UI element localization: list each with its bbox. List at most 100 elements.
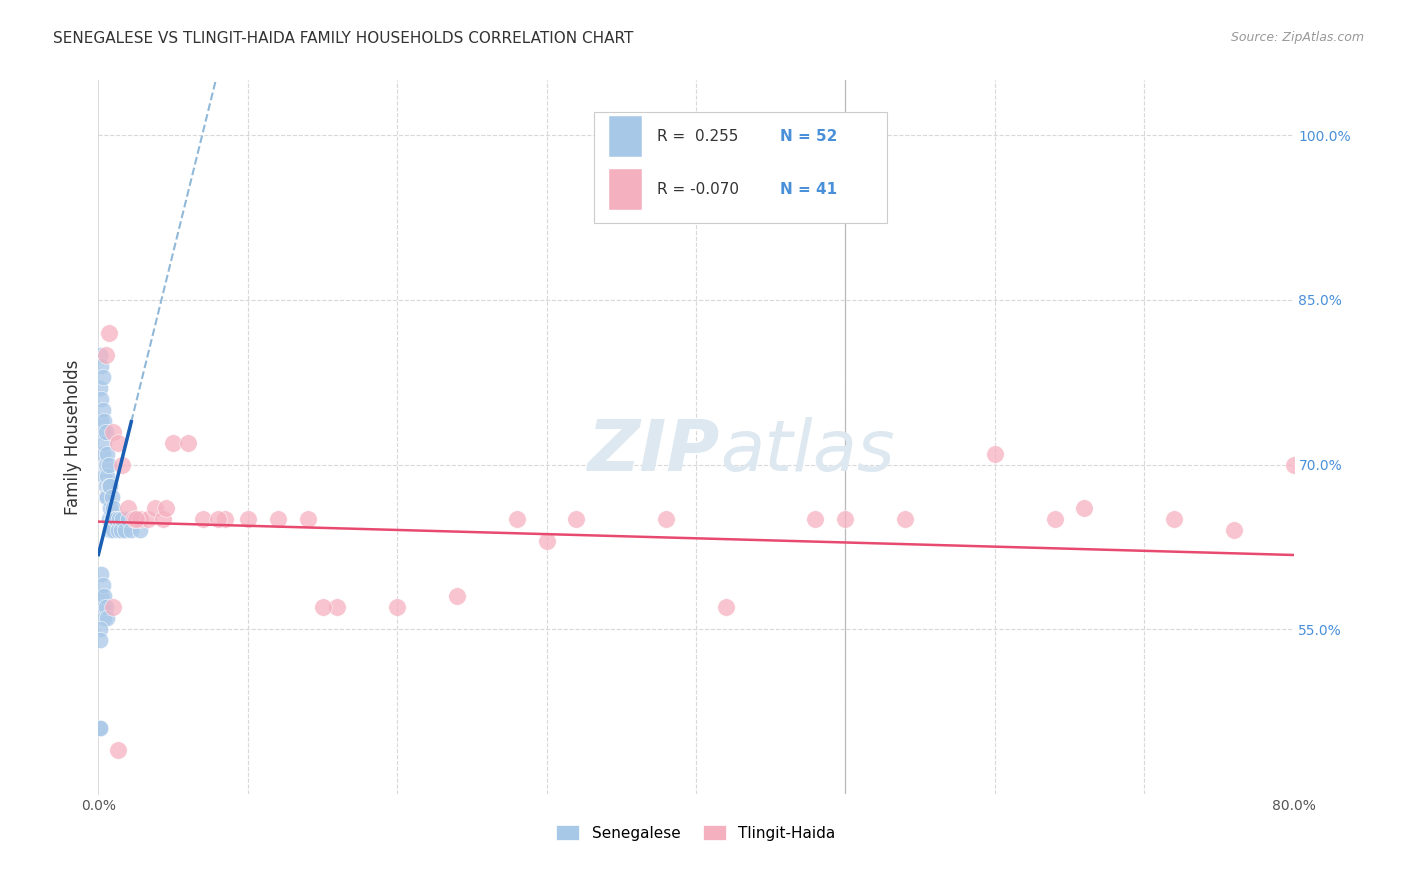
Point [207,512,229,526]
Point [93,611,115,625]
Point [536,534,558,549]
Point [214,512,236,526]
Point [107,743,129,757]
Point [91,446,114,460]
Point [152,512,174,526]
Text: R =  0.255: R = 0.255 [657,128,738,144]
Point [297,512,319,526]
Point [89,633,111,648]
Point [97,326,120,340]
Point [834,512,856,526]
Point [129,524,152,538]
FancyBboxPatch shape [609,116,643,157]
Point [94,600,117,615]
Point [103,600,125,615]
Point [1282,458,1305,472]
Point [177,435,200,450]
Point [107,524,129,538]
Text: N = 41: N = 41 [779,182,837,197]
Point [94,491,117,505]
Point [117,501,139,516]
Point [162,435,184,450]
Point [446,589,468,603]
Point [103,425,125,439]
Point [91,600,114,615]
Point [90,392,112,406]
Point [96,491,118,505]
Point [94,425,117,439]
Point [129,512,152,526]
Point [236,512,259,526]
Text: SENEGALESE VS TLINGIT-HAIDA FAMILY HOUSEHOLDS CORRELATION CHART: SENEGALESE VS TLINGIT-HAIDA FAMILY HOUSE… [53,31,634,46]
Point [108,512,131,526]
Point [93,414,115,428]
Point [136,512,159,526]
Text: N = 52: N = 52 [779,128,837,144]
Point [385,600,409,615]
Text: ZIP: ZIP [588,417,720,486]
Point [105,512,128,526]
Point [89,721,111,735]
FancyBboxPatch shape [609,169,643,210]
Point [91,369,114,384]
Point [97,512,120,526]
Point [98,479,122,493]
Point [90,589,112,603]
Point [91,402,114,417]
Point [91,578,114,592]
Point [506,512,529,526]
Point [89,348,111,362]
Point [894,512,917,526]
Point [125,512,148,526]
Point [94,479,117,493]
Point [124,512,146,526]
Point [125,512,148,526]
Point [96,468,118,483]
Point [89,381,111,395]
Point [1043,512,1066,526]
Point [111,458,134,472]
Point [311,600,333,615]
Point [94,458,117,472]
Point [93,435,115,450]
Point [93,468,115,483]
Point [104,512,127,526]
Point [90,567,112,582]
Point [107,435,129,450]
Point [120,524,142,538]
Point [89,622,111,636]
Point [101,491,124,505]
Point [103,501,125,516]
Point [98,501,122,516]
Point [90,414,112,428]
Point [97,458,120,472]
Point [96,611,118,625]
Point [984,446,1007,460]
Legend: Senegalese, Tlingit-Haida: Senegalese, Tlingit-Haida [550,819,842,847]
Point [111,512,134,526]
Point [326,600,349,615]
Point [655,512,678,526]
Text: R = -0.070: R = -0.070 [657,182,738,197]
Y-axis label: Family Households: Family Households [63,359,82,515]
Point [1163,512,1185,526]
Point [110,524,132,538]
Point [98,524,122,538]
Point [804,512,827,526]
Point [267,512,290,526]
Point [96,446,118,460]
FancyBboxPatch shape [595,112,887,223]
Point [101,512,124,526]
Point [191,512,214,526]
Point [90,359,112,373]
Point [97,479,120,493]
Point [155,501,177,516]
Text: atlas: atlas [720,417,894,486]
Point [714,600,737,615]
Point [89,721,111,735]
Point [93,589,115,603]
Text: Source: ZipAtlas.com: Source: ZipAtlas.com [1230,31,1364,45]
Point [1073,501,1095,516]
Point [565,512,588,526]
Point [143,501,166,516]
